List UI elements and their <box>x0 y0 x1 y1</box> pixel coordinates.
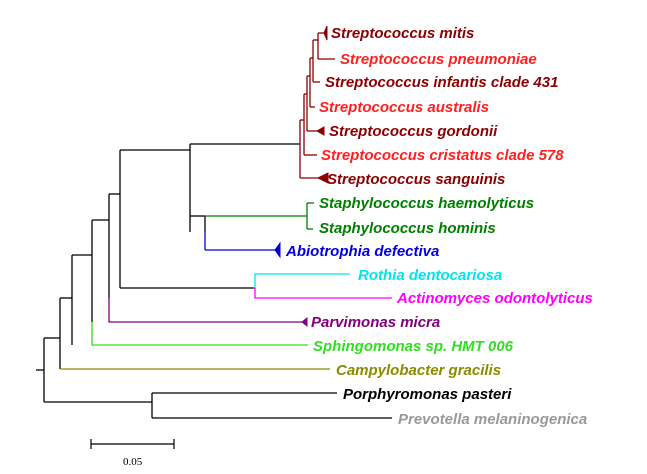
rothia-branch <box>254 273 350 288</box>
staphylococcus-clade-branches <box>205 202 314 230</box>
taxon-label-porphyromonas-pasteri: Porphyromonas pasteri <box>343 386 512 403</box>
taxon-label-sphingomonas: Sphingomonas sp. HMT 006 <box>313 338 514 355</box>
streptococcus-collapsed-triangles <box>315 25 329 184</box>
actinomyces-branch <box>254 288 392 299</box>
taxon-label-actinomyces-odontolyticus: Actinomyces odontolyticus <box>396 290 593 307</box>
abiotrophia-collapsed-triangle <box>274 241 281 259</box>
taxon-label-rothia-dentocariosa: Rothia dentocariosa <box>358 267 502 284</box>
parvimonas-branch <box>108 298 302 323</box>
taxon-label-staphylococcus-hominis: Staphylococcus hominis <box>319 220 496 237</box>
taxon-label-streptococcus-cristatus: Streptococcus cristatus clade 578 <box>321 147 564 164</box>
abiotrophia-branch <box>204 232 275 251</box>
tree-backbone <box>36 143 392 419</box>
taxon-label-parvimonas-micra: Parvimonas micra <box>311 314 440 331</box>
taxon-label-streptococcus-infantis: Streptococcus infantis clade 431 <box>325 74 558 91</box>
taxon-label-prevotella-melaninogenica: Prevotella melaninogenica <box>398 411 587 428</box>
taxon-label-streptococcus-pneumoniae: Streptococcus pneumoniae <box>340 51 537 68</box>
taxon-label-streptococcus-gordonii: Streptococcus gordonii <box>329 123 498 140</box>
taxon-label-campylobacter-gracilis: Campylobacter gracilis <box>336 362 501 379</box>
scale-bar-label: 0.05 <box>123 456 143 468</box>
scale-bar: 0.05 <box>90 439 175 468</box>
taxon-labels: Streptococcus mitis Streptococcus pneumo… <box>285 25 593 428</box>
sphingomonas-branch <box>91 322 308 346</box>
streptococcus-clade-branches <box>299 32 335 179</box>
taxon-label-streptococcus-mitis: Streptococcus mitis <box>331 25 474 42</box>
parvimonas-collapsed-triangle <box>301 316 308 328</box>
taxon-label-abiotrophia-defectiva: Abiotrophia defectiva <box>285 243 439 260</box>
taxon-label-streptococcus-australis: Streptococcus australis <box>319 99 489 116</box>
taxon-label-staphylococcus-haemolyticus: Staphylococcus haemolyticus <box>319 195 534 212</box>
taxon-label-streptococcus-sanguinis: Streptococcus sanguinis <box>327 171 505 188</box>
